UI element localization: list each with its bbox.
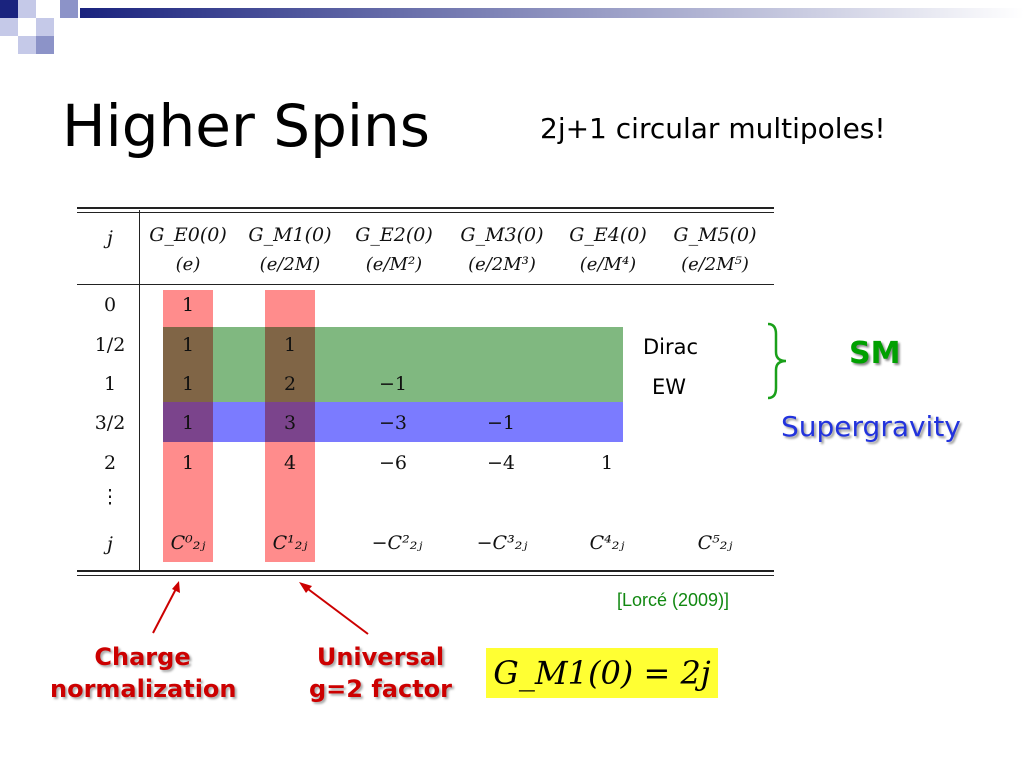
bottom-rule [77, 570, 774, 572]
row-j: 0 [103, 294, 117, 316]
universal-line-2: g=2 factor [308, 675, 452, 703]
header-gm3: G_M3(0) [460, 224, 544, 246]
formula-box: G_M1(0) = 2j [486, 648, 718, 698]
header-gm5: G_M5(0) [673, 224, 757, 246]
universal-line-1: Universal [316, 643, 445, 671]
table-cell: C⁴₂ⱼ [589, 532, 625, 554]
charge-line-2: normalization [50, 675, 237, 703]
table-cell: −C³₂ⱼ [476, 532, 528, 554]
row-j-ellipsis: ⋮ [100, 486, 120, 508]
row-j: 1 [103, 373, 117, 395]
header-gm3-unit: (e/2M³) [468, 254, 536, 275]
header-ge4-unit: (e/M⁴) [579, 254, 637, 275]
table-cell: C⁰₂ⱼ [170, 532, 206, 554]
header-gm1: G_M1(0) [248, 224, 332, 246]
table-cell: −C²₂ⱼ [371, 532, 423, 554]
table-cell: −1 [378, 373, 407, 395]
top-rule-2 [77, 212, 774, 213]
table-cell: 3 [283, 412, 297, 434]
header-ge0: G_E0(0) [149, 224, 227, 246]
header-gm1-unit: (e/2M) [259, 254, 321, 275]
table-cell: −4 [486, 452, 515, 474]
table-cell: −1 [486, 412, 515, 434]
header-ge2-unit: (e/M²) [365, 254, 423, 275]
table-cell: 1 [600, 452, 614, 474]
ew-label: EW [652, 375, 687, 399]
table-cell: 1 [181, 412, 195, 434]
table-cell: 1 [181, 334, 195, 356]
universal-g-label: Universal g=2 factor [293, 641, 468, 705]
table-cell: −3 [378, 412, 407, 434]
brace-icon [767, 322, 787, 400]
top-gradient-bar [80, 8, 1024, 18]
charge-normalization-label: Charge normalization [50, 641, 237, 705]
arrow-icon-charge [152, 581, 180, 634]
table-cell: 1 [181, 294, 195, 316]
table-cell: C¹₂ⱼ [272, 532, 308, 554]
bottom-rule-2 [77, 575, 774, 576]
red-band-charge [163, 290, 213, 562]
charge-line-1: Charge [94, 643, 191, 671]
table-cell: 1 [181, 373, 195, 395]
header-gm5-unit: (e/2M⁵) [681, 254, 749, 275]
column-divider [139, 210, 140, 572]
red-band-magnetic [265, 290, 315, 562]
slide-subtitle: 2j+1 circular multipoles! [540, 112, 886, 145]
dirac-label: Dirac [643, 335, 699, 359]
row-j: 3/2 [94, 412, 126, 434]
table-cell: −6 [378, 452, 407, 474]
row-j: j [107, 533, 113, 555]
table-cell: 1 [181, 452, 195, 474]
sm-label: SM [849, 336, 901, 371]
table-cell: C⁵₂ⱼ [697, 532, 733, 554]
table-cell: 1 [283, 334, 297, 356]
reference-citation: [Lorcé (2009)] [617, 590, 730, 610]
table-cell: 2 [283, 373, 297, 395]
row-j: 2 [103, 452, 117, 474]
supergravity-label: Supergravity [781, 410, 961, 443]
arrow-icon-universal [299, 582, 369, 635]
slide-title: Higher Spins [62, 92, 430, 160]
header-ge2: G_E2(0) [355, 224, 433, 246]
header-j: j [107, 227, 113, 249]
top-rule [77, 207, 774, 209]
green-band [163, 327, 623, 402]
blue-band [163, 402, 623, 442]
header-rule [77, 284, 774, 285]
header-ge4: G_E4(0) [569, 224, 647, 246]
row-j: 1/2 [94, 334, 126, 356]
header-ge0-unit: (e) [175, 254, 201, 275]
table-cell: 4 [283, 452, 297, 474]
